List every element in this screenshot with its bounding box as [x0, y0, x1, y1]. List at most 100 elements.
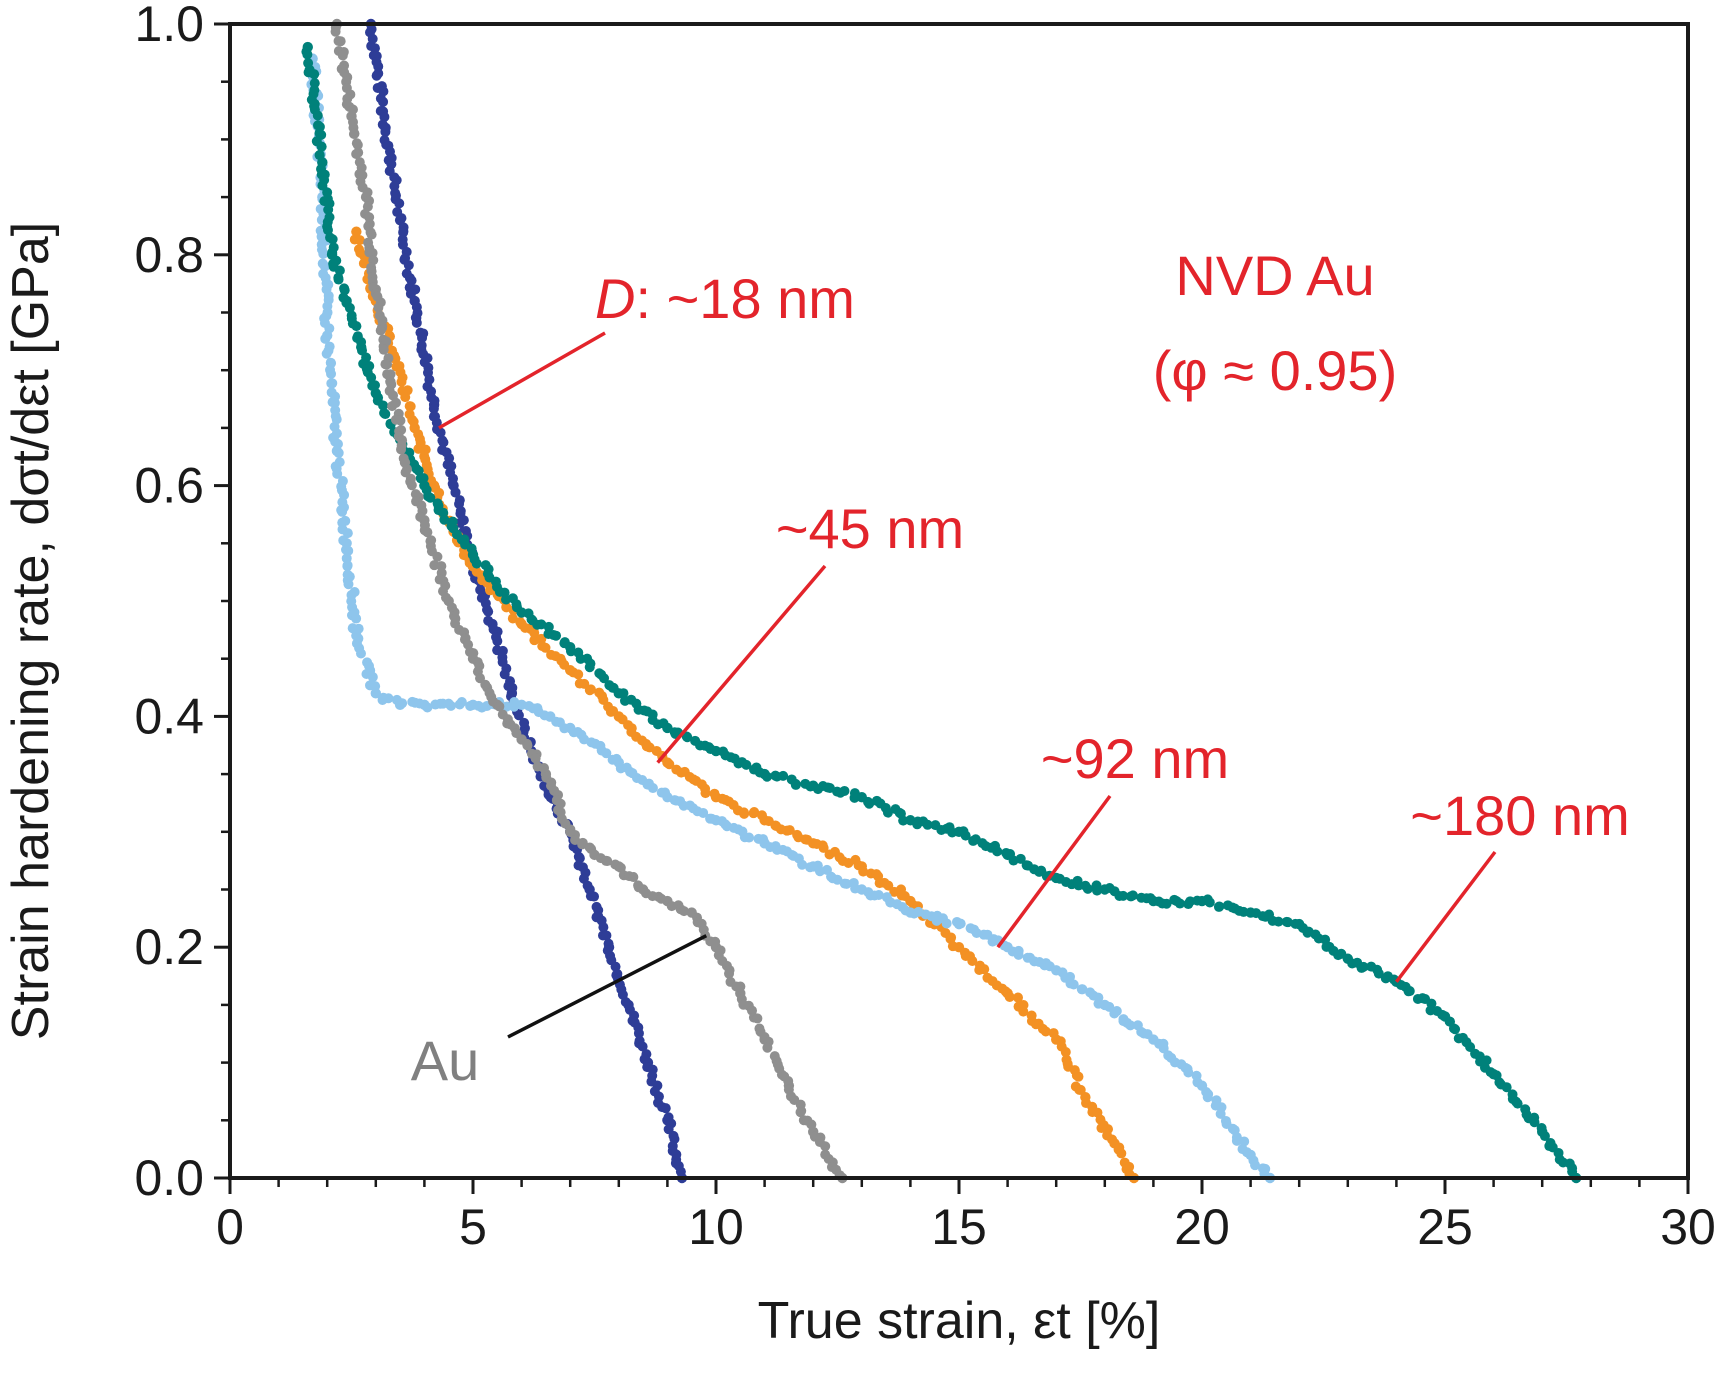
- data-marker: [1018, 1006, 1029, 1017]
- data-marker: [507, 682, 518, 693]
- data-marker: [1013, 992, 1024, 1003]
- annotation-label: D: ~18 nm: [595, 267, 855, 330]
- data-marker: [450, 487, 461, 498]
- data-marker: [802, 834, 813, 845]
- data-marker: [380, 359, 391, 370]
- data-marker: [337, 50, 348, 61]
- data-marker: [1250, 1160, 1261, 1171]
- data-marker: [413, 465, 424, 476]
- data-marker: [422, 702, 433, 713]
- data-marker: [679, 906, 690, 917]
- data-marker: [1213, 901, 1224, 912]
- y-tick-label: 0.6: [134, 458, 204, 514]
- data-marker: [417, 332, 428, 343]
- data-marker: [320, 333, 331, 344]
- data-marker: [351, 148, 362, 159]
- data-marker: [1068, 979, 1079, 990]
- data-marker: [378, 344, 389, 355]
- data-marker: [1075, 1084, 1086, 1095]
- data-marker: [1015, 853, 1026, 864]
- data-point: [351, 226, 362, 237]
- data-marker: [344, 302, 355, 313]
- data-marker: [739, 808, 750, 819]
- y-tick-label: 0.4: [134, 688, 204, 744]
- data-marker: [335, 36, 346, 47]
- annotation-leader-line: [438, 331, 606, 430]
- data-marker: [342, 561, 353, 572]
- data-marker: [338, 535, 349, 546]
- data-marker: [367, 672, 378, 683]
- data-marker: [327, 247, 338, 258]
- data-marker: [873, 890, 884, 901]
- data-marker: [1116, 1148, 1127, 1159]
- data-marker: [373, 61, 384, 72]
- data-marker: [598, 922, 609, 933]
- data-marker: [321, 348, 332, 359]
- data-marker: [1076, 984, 1087, 995]
- data-marker: [1161, 898, 1172, 909]
- data-marker: [352, 139, 363, 150]
- ticks-layer: 0 5 10 15 20 25 30 0.0 0.2 0.4 0.6 0.8 1.0: [134, 0, 1715, 1255]
- data-marker: [1111, 1006, 1122, 1017]
- data-marker: [784, 825, 795, 836]
- data-marker: [428, 403, 439, 414]
- annotation-leader-line: [507, 934, 708, 1039]
- data-marker: [435, 427, 446, 438]
- data-marker: [355, 648, 366, 659]
- y-axis-title: Strain hardening rate, dσt/dεt [GPa]: [2, 222, 60, 1040]
- data-marker: [620, 996, 631, 1007]
- data-marker: [375, 325, 386, 336]
- data-marker: [326, 378, 337, 389]
- data-marker: [797, 859, 808, 870]
- data-marker: [530, 753, 541, 764]
- data-marker: [511, 602, 522, 613]
- series-d-18-nm: [365, 18, 688, 1184]
- annotation: ~45 nm: [656, 497, 964, 764]
- x-tick-label: 15: [931, 1199, 987, 1255]
- data-marker: [358, 258, 369, 269]
- y-tick-label: 1.0: [134, 0, 204, 52]
- data-marker: [709, 788, 720, 799]
- data-marker: [1539, 1131, 1550, 1142]
- data-marker: [960, 830, 971, 841]
- data-marker: [539, 763, 550, 774]
- data-marker: [1336, 948, 1347, 959]
- data-marker: [639, 1054, 650, 1065]
- data-marker: [465, 700, 476, 711]
- data-marker: [1093, 998, 1104, 1009]
- data-marker: [1060, 1047, 1071, 1058]
- chart-title: NVD Au: [1175, 244, 1374, 307]
- data-marker: [418, 473, 429, 484]
- data-marker: [882, 807, 893, 818]
- data-marker: [582, 880, 593, 891]
- data-marker: [577, 839, 588, 850]
- x-tick-label: 30: [1660, 1199, 1716, 1255]
- annotation: ~180 nm: [1395, 784, 1630, 983]
- data-marker: [1501, 1082, 1512, 1093]
- chart-subtitle: (φ ≈ 0.95): [1153, 339, 1397, 402]
- data-marker: [378, 400, 389, 411]
- data-marker: [1512, 1098, 1523, 1109]
- data-marker: [1358, 961, 1369, 972]
- annotation-leader-line: [996, 794, 1112, 949]
- x-tick-label: 20: [1174, 1199, 1230, 1255]
- data-marker: [1107, 1134, 1118, 1145]
- data-marker: [396, 444, 407, 455]
- data-marker: [682, 732, 693, 743]
- data-marker: [1273, 916, 1284, 927]
- data-marker: [883, 880, 894, 891]
- data-marker: [706, 813, 717, 824]
- series--92-nm: [305, 53, 1276, 1184]
- data-marker: [818, 842, 829, 853]
- data-marker: [380, 409, 391, 420]
- data-marker: [383, 693, 394, 704]
- data-marker: [405, 288, 416, 299]
- data-marker: [1202, 1092, 1213, 1103]
- data-marker: [947, 827, 958, 838]
- data-marker: [899, 891, 910, 902]
- x-tick-label: 0: [216, 1199, 244, 1255]
- data-marker: [367, 380, 378, 391]
- annotation-label: Au: [411, 1029, 480, 1092]
- annotation-label: ~45 nm: [776, 497, 964, 560]
- data-marker: [806, 1119, 817, 1130]
